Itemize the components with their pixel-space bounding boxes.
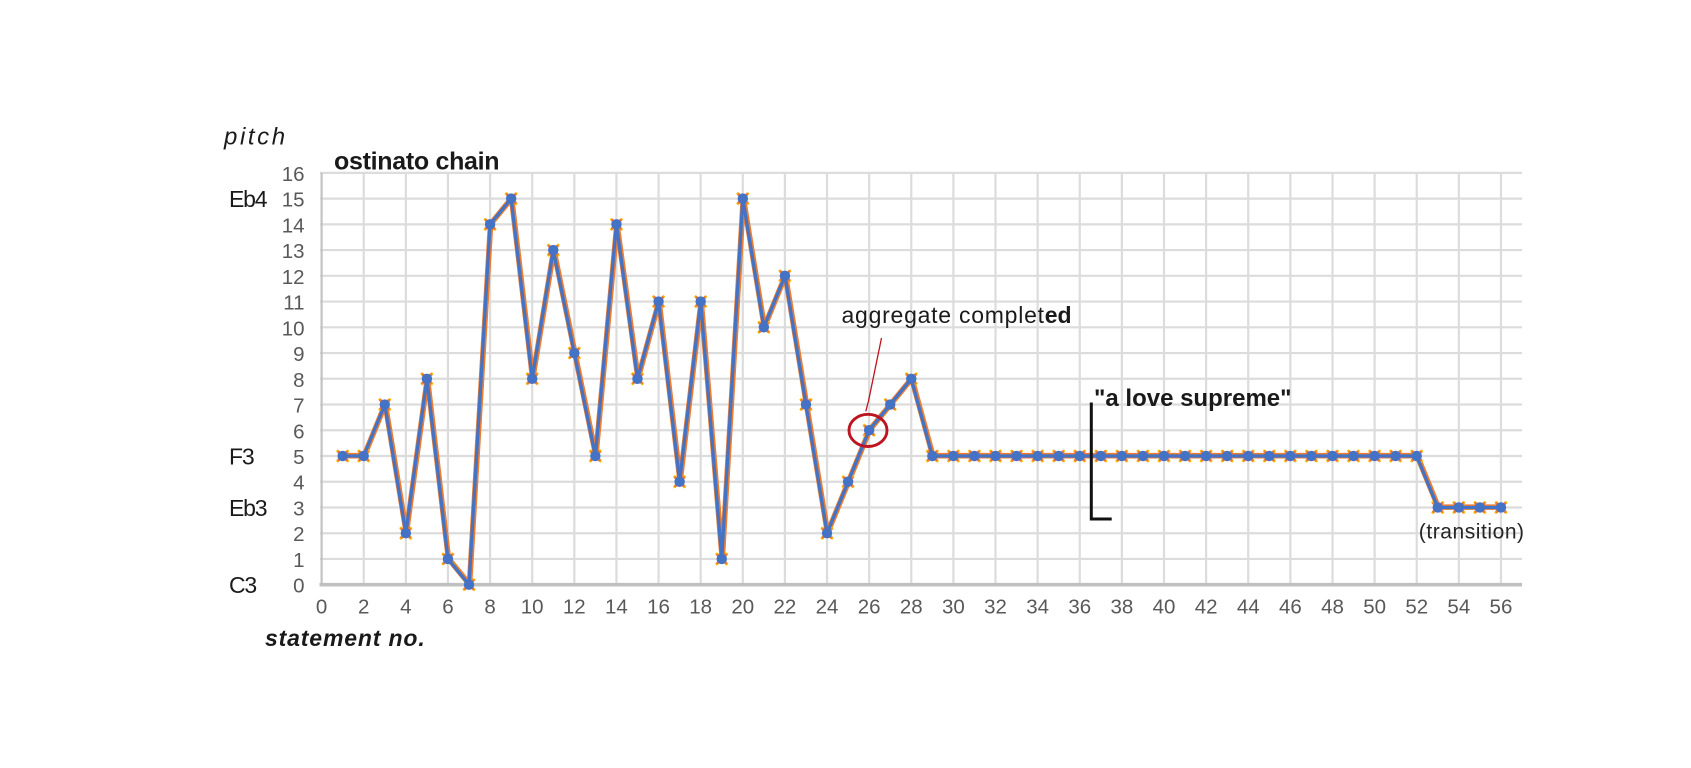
svg-text:aggregate completed: aggregate completed xyxy=(842,302,1072,328)
svg-text:13: 13 xyxy=(282,240,305,263)
svg-text:"a love supreme": "a love supreme" xyxy=(1094,385,1292,412)
svg-text:42: 42 xyxy=(1195,596,1218,619)
svg-text:30: 30 xyxy=(942,596,965,619)
svg-text:56: 56 xyxy=(1490,596,1513,619)
svg-text:(transition): (transition) xyxy=(1419,521,1525,544)
svg-text:20: 20 xyxy=(731,596,754,619)
svg-text:46: 46 xyxy=(1279,596,1302,619)
svg-text:16: 16 xyxy=(282,163,305,186)
svg-text:14: 14 xyxy=(282,214,305,237)
svg-text:0: 0 xyxy=(293,575,304,598)
svg-text:12: 12 xyxy=(563,596,586,619)
svg-text:24: 24 xyxy=(816,596,839,619)
svg-text:14: 14 xyxy=(605,596,628,619)
svg-text:ostinato chain: ostinato chain xyxy=(334,148,499,176)
svg-text:2: 2 xyxy=(293,523,304,546)
svg-text:22: 22 xyxy=(774,596,797,619)
svg-text:12: 12 xyxy=(282,266,305,289)
svg-text:28: 28 xyxy=(900,596,923,619)
svg-text:15: 15 xyxy=(282,189,305,212)
svg-text:32: 32 xyxy=(984,596,1007,619)
svg-text:34: 34 xyxy=(1026,596,1049,619)
svg-text:C3: C3 xyxy=(229,572,256,598)
svg-text:6: 6 xyxy=(293,420,304,443)
svg-text:26: 26 xyxy=(858,596,881,619)
svg-text:36: 36 xyxy=(1068,596,1091,619)
svg-text:4: 4 xyxy=(293,472,304,495)
svg-text:10: 10 xyxy=(282,317,305,340)
svg-text:8: 8 xyxy=(293,369,304,392)
svg-text:54: 54 xyxy=(1447,596,1470,619)
svg-text:50: 50 xyxy=(1363,596,1386,619)
svg-text:48: 48 xyxy=(1321,596,1344,619)
svg-text:Eb4: Eb4 xyxy=(229,186,268,212)
svg-text:Eb3: Eb3 xyxy=(229,495,267,521)
svg-text:18: 18 xyxy=(689,596,712,619)
svg-text:F3: F3 xyxy=(229,444,254,470)
svg-text:16: 16 xyxy=(647,596,670,619)
svg-text:38: 38 xyxy=(1110,596,1133,619)
svg-text:10: 10 xyxy=(521,596,544,619)
svg-text:8: 8 xyxy=(484,596,495,619)
svg-text:7: 7 xyxy=(293,395,304,418)
svg-text:4: 4 xyxy=(400,596,411,619)
svg-text:0: 0 xyxy=(316,596,327,619)
svg-text:6: 6 xyxy=(442,596,453,619)
svg-text:40: 40 xyxy=(1153,596,1176,619)
svg-text:5: 5 xyxy=(293,446,304,469)
svg-text:3: 3 xyxy=(293,497,304,520)
svg-text:pitch: pitch xyxy=(223,124,288,151)
svg-text:11: 11 xyxy=(283,292,304,315)
svg-text:statement no.: statement no. xyxy=(265,625,426,651)
svg-text:9: 9 xyxy=(293,343,304,366)
svg-text:52: 52 xyxy=(1405,596,1428,619)
svg-text:2: 2 xyxy=(358,596,369,619)
svg-text:44: 44 xyxy=(1237,596,1260,619)
svg-text:1: 1 xyxy=(293,549,304,572)
